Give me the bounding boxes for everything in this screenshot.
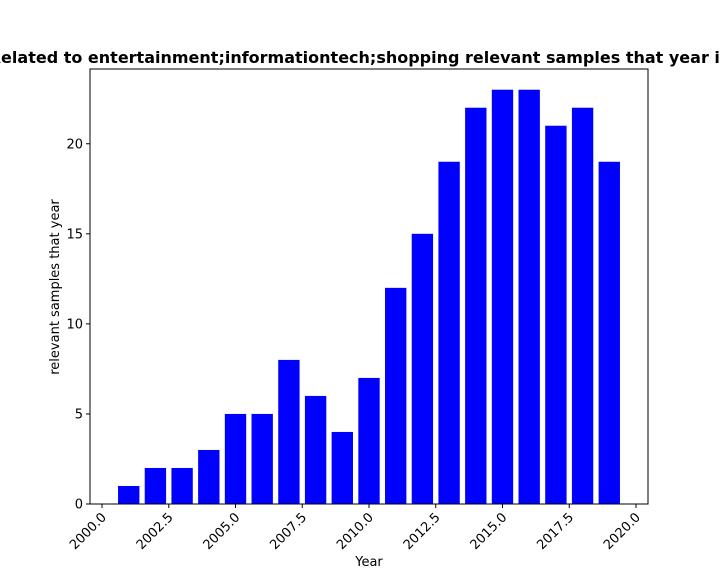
y-tick-label: 10: [66, 317, 83, 332]
bars-group: [118, 89, 620, 504]
bar: [171, 467, 193, 504]
bar: [438, 161, 460, 504]
chart-title: Related to entertainment;informationtech…: [0, 48, 720, 67]
bar: [118, 485, 140, 504]
x-tick-label: 2012.5: [401, 510, 444, 553]
x-tick-label: 2017.5: [534, 510, 577, 553]
bar: [198, 449, 220, 504]
bar: [278, 359, 300, 504]
bar: [304, 395, 327, 504]
bar: [518, 89, 540, 504]
x-tick-label: 2000.0: [67, 510, 110, 553]
x-axis-label: Year: [354, 555, 383, 570]
x-axis: 2000.0 2002.5 2005.0 2007.5 2010.0 2012.5 2015…: [67, 504, 644, 553]
bar: [491, 89, 514, 504]
y-axis: 0 5 10 15 20: [66, 137, 90, 513]
x-tick-label: 2015.0: [468, 510, 511, 553]
bar: [224, 413, 247, 504]
y-tick-label: 5: [75, 407, 83, 422]
y-tick-label: 15: [66, 227, 83, 242]
bar: [571, 107, 594, 504]
y-tick-label: 20: [66, 137, 83, 152]
bar: [358, 377, 380, 504]
bar: [251, 413, 273, 504]
bar: [545, 125, 567, 504]
bar: [411, 233, 434, 504]
y-tick-label: 0: [75, 498, 83, 513]
x-tick-label: 2010.0: [334, 510, 377, 553]
bar: [598, 161, 620, 504]
x-tick-label: 2005.0: [201, 510, 244, 553]
bar: [465, 107, 487, 504]
bar: [144, 467, 167, 504]
bar: [385, 287, 407, 504]
bar: [331, 431, 353, 504]
x-tick-label: 2002.5: [134, 510, 177, 553]
y-axis-label: relevant samples that year: [48, 199, 63, 375]
x-tick-label: 2007.5: [267, 510, 310, 553]
x-tick-label: 2020.0: [601, 510, 644, 553]
